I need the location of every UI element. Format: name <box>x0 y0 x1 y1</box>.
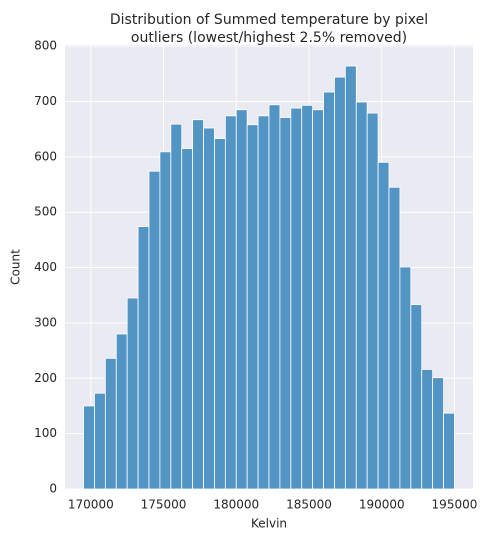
x-tick-label: 190000 <box>359 498 405 512</box>
bar <box>443 412 455 490</box>
chart-title: Distribution of Summed temperature by pi… <box>110 12 428 28</box>
bar <box>126 297 139 490</box>
bar <box>104 357 117 490</box>
y-tick-label: 800 <box>34 39 57 53</box>
bar <box>421 369 434 490</box>
bar <box>94 392 106 490</box>
chart-title: outliers (lowest/highest 2.5% removed) <box>131 30 407 46</box>
bar <box>366 112 379 490</box>
bar <box>410 304 423 490</box>
y-tick-label: 600 <box>34 149 57 163</box>
bar <box>355 101 368 490</box>
bar <box>235 109 248 490</box>
bar <box>323 91 335 490</box>
x-tick-label: 195000 <box>432 498 478 512</box>
bar <box>137 226 150 490</box>
x-tick-label: 170000 <box>68 498 114 512</box>
bar <box>115 333 128 490</box>
bar <box>159 151 172 490</box>
y-tick-label: 300 <box>34 315 57 329</box>
bar <box>279 117 292 490</box>
bar <box>344 65 357 490</box>
bar <box>290 107 303 490</box>
bar <box>246 124 259 490</box>
bar <box>83 405 95 490</box>
bar <box>214 138 226 490</box>
bar <box>268 104 281 490</box>
bar <box>148 170 161 490</box>
bar <box>388 186 401 490</box>
bar <box>192 119 204 490</box>
bar <box>399 266 412 490</box>
bar <box>334 76 346 490</box>
x-tick-label: 180000 <box>213 498 259 512</box>
bar <box>257 115 270 490</box>
y-tick-label: 700 <box>34 94 57 108</box>
x-tick-label: 175000 <box>141 498 187 512</box>
bar <box>377 161 390 490</box>
y-tick-label: 100 <box>34 426 57 440</box>
y-axis-label: Count <box>9 249 23 285</box>
y-tick-label: 200 <box>34 371 57 385</box>
y-tick-label: 500 <box>34 205 57 219</box>
bar <box>181 148 194 490</box>
y-tick-label: 0 <box>49 482 57 496</box>
x-tick-label: 185000 <box>286 498 332 512</box>
x-axis-label: Kelvin <box>251 517 287 531</box>
bar <box>224 115 237 490</box>
bar <box>170 123 183 490</box>
bar <box>432 377 444 490</box>
bar <box>301 104 314 490</box>
bar <box>203 127 215 490</box>
y-tick-label: 400 <box>34 260 57 274</box>
bar <box>312 109 324 490</box>
